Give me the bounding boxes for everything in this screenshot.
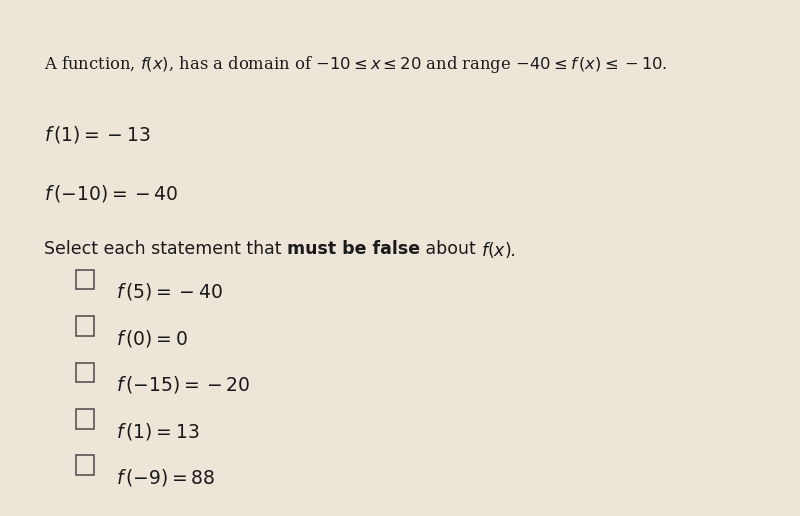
Text: $f\,(5) = -40$: $f\,(5) = -40$	[116, 281, 223, 302]
Text: $f\,(1) = 13$: $f\,(1) = 13$	[116, 421, 199, 442]
Bar	[76, 316, 94, 336]
Bar	[76, 270, 94, 289]
Text: $f\,(0) = 0$: $f\,(0) = 0$	[116, 328, 188, 349]
Bar	[76, 363, 94, 382]
Text: Select each statement that: Select each statement that	[44, 240, 287, 258]
Text: A function, $f(x)$, has a domain of $-10 \leq x \leq 20$ and range $-40 \leq f\,: A function, $f(x)$, has a domain of $-10…	[44, 54, 667, 75]
Text: $f\,(1) = -13$: $f\,(1) = -13$	[44, 124, 150, 145]
Bar	[76, 409, 94, 429]
Text: about: about	[420, 240, 482, 258]
Text: $f\,(-15) = -20$: $f\,(-15) = -20$	[116, 374, 250, 395]
Text: $f(x)$.: $f(x)$.	[482, 240, 517, 260]
Text: $f\,(-9) = 88$: $f\,(-9) = 88$	[116, 467, 215, 488]
Text: $f\,(-10) = -40$: $f\,(-10) = -40$	[44, 183, 178, 204]
Bar	[76, 456, 94, 475]
Text: must be false: must be false	[287, 240, 420, 258]
